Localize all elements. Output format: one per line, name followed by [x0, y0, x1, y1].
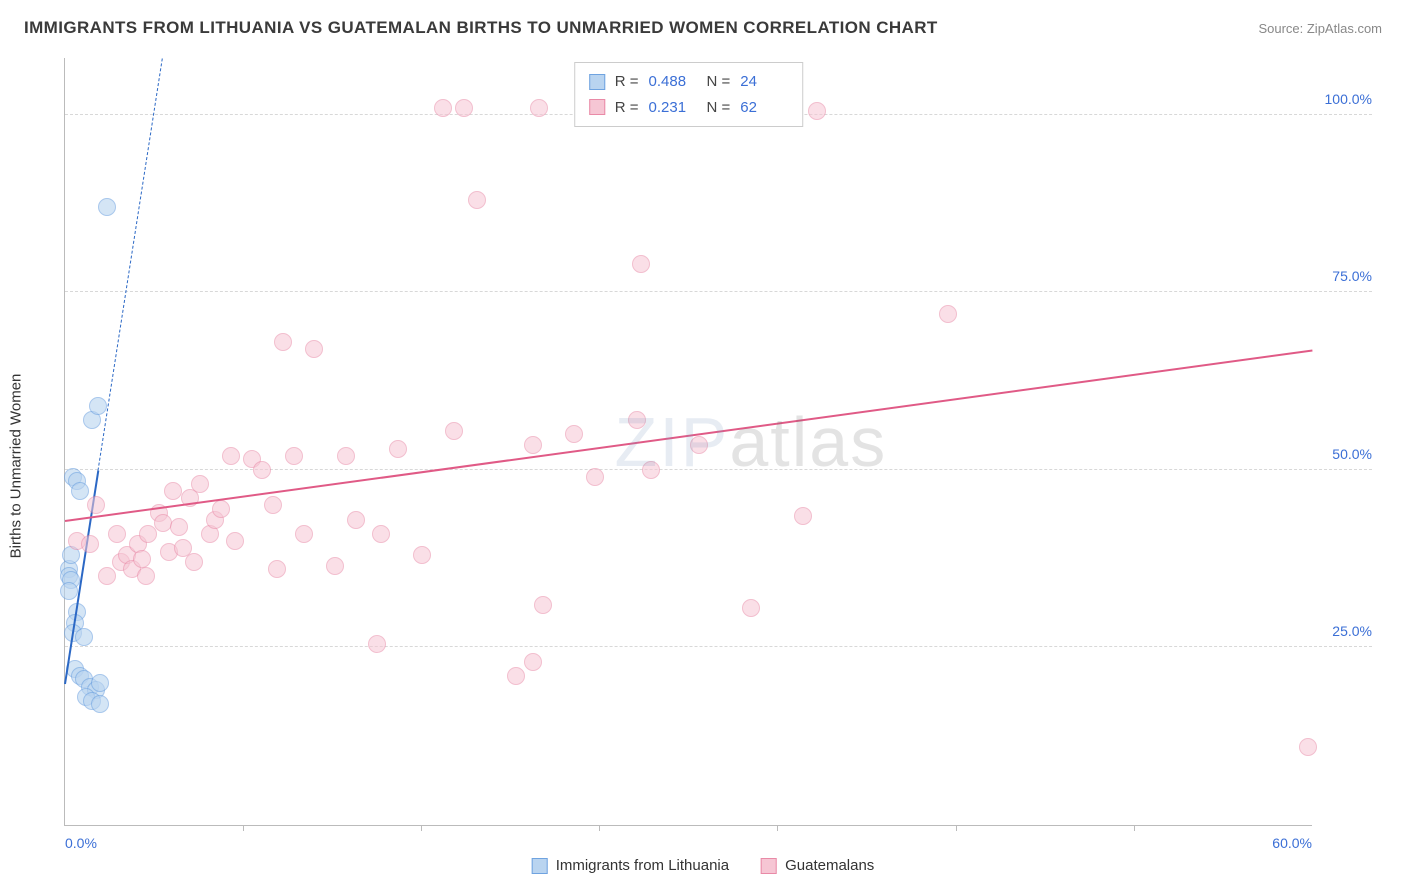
data-point [185, 553, 203, 571]
data-point [939, 305, 957, 323]
legend-row: R = 0.231 N = 62 [589, 95, 789, 121]
legend-label: Immigrants from Lithuania [556, 857, 729, 874]
legend-row: R = 0.488 N = 24 [589, 69, 789, 95]
data-point [91, 695, 109, 713]
data-point [191, 475, 209, 493]
gridline [65, 646, 1372, 647]
legend-swatch [532, 858, 548, 874]
x-tick-label: 0.0% [65, 835, 97, 851]
r-value: 0.231 [649, 95, 697, 121]
data-point [337, 447, 355, 465]
y-tick-label: 100.0% [1325, 91, 1372, 107]
data-point [170, 518, 188, 536]
series-legend: Immigrants from Lithuania Guatemalans [532, 857, 875, 874]
x-tick [421, 825, 422, 831]
trend-line [65, 349, 1312, 521]
data-point [507, 667, 525, 685]
data-point [794, 507, 812, 525]
data-point [690, 436, 708, 454]
legend-item: Guatemalans [761, 857, 874, 874]
data-point [389, 440, 407, 458]
data-point [524, 436, 542, 454]
data-point [808, 102, 826, 120]
data-point [154, 514, 172, 532]
data-point [530, 99, 548, 117]
legend-swatch [589, 74, 605, 90]
x-tick [243, 825, 244, 831]
y-tick-label: 75.0% [1332, 268, 1372, 284]
trend-line-extension [98, 58, 163, 470]
data-point [274, 333, 292, 351]
n-label: N = [707, 69, 731, 95]
data-point [98, 198, 116, 216]
x-tick [777, 825, 778, 831]
x-tick [599, 825, 600, 831]
data-point [372, 525, 390, 543]
data-point [1299, 738, 1317, 756]
data-point [368, 635, 386, 653]
data-point [91, 674, 109, 692]
n-value: 24 [740, 69, 788, 95]
data-point [222, 447, 240, 465]
data-point [75, 628, 93, 646]
gridline [65, 291, 1372, 292]
legend-label: Guatemalans [785, 857, 874, 874]
x-tick [1134, 825, 1135, 831]
legend-swatch [761, 858, 777, 874]
data-point [108, 525, 126, 543]
x-tick [956, 825, 957, 831]
data-point [89, 397, 107, 415]
data-point [253, 461, 271, 479]
data-point [326, 557, 344, 575]
data-point [524, 653, 542, 671]
data-point [264, 496, 282, 514]
data-point [642, 461, 660, 479]
data-point [164, 482, 182, 500]
data-point [455, 99, 473, 117]
chart-title: IMMIGRANTS FROM LITHUANIA VS GUATEMALAN … [24, 18, 938, 38]
data-point [60, 582, 78, 600]
data-point [565, 425, 583, 443]
data-point [226, 532, 244, 550]
data-point [71, 482, 89, 500]
y-tick-label: 50.0% [1332, 446, 1372, 462]
data-point [632, 255, 650, 273]
legend-swatch [589, 99, 605, 115]
r-label: R = [615, 95, 639, 121]
y-axis-label: Births to Unmarried Women [8, 374, 25, 559]
data-point [347, 511, 365, 529]
data-point [628, 411, 646, 429]
n-label: N = [707, 95, 731, 121]
data-point [295, 525, 313, 543]
x-tick-label: 60.0% [1272, 835, 1312, 851]
data-point [742, 599, 760, 617]
r-value: 0.488 [649, 69, 697, 95]
legend-item: Immigrants from Lithuania [532, 857, 729, 874]
chart-container: Births to Unmarried Women ZIPatlas R =0.… [24, 50, 1382, 882]
data-point [445, 422, 463, 440]
data-point [81, 535, 99, 553]
y-tick-label: 25.0% [1332, 623, 1372, 639]
data-point [285, 447, 303, 465]
data-point [413, 546, 431, 564]
data-point [268, 560, 286, 578]
r-label: R = [615, 69, 639, 95]
data-point [534, 596, 552, 614]
data-point [434, 99, 452, 117]
data-point [212, 500, 230, 518]
data-point [586, 468, 604, 486]
data-point [133, 550, 151, 568]
data-point [305, 340, 323, 358]
data-point [98, 567, 116, 585]
correlation-legend: R = 0.488 N = 24 R = 0.231 N = 62 [574, 62, 804, 127]
source-label: Source: ZipAtlas.com [1258, 21, 1382, 36]
plot-area: ZIPatlas R =0.488N =24R =0.231N =62 25.0… [64, 58, 1312, 826]
data-point [137, 567, 155, 585]
data-point [468, 191, 486, 209]
n-value: 62 [740, 95, 788, 121]
data-point [87, 496, 105, 514]
